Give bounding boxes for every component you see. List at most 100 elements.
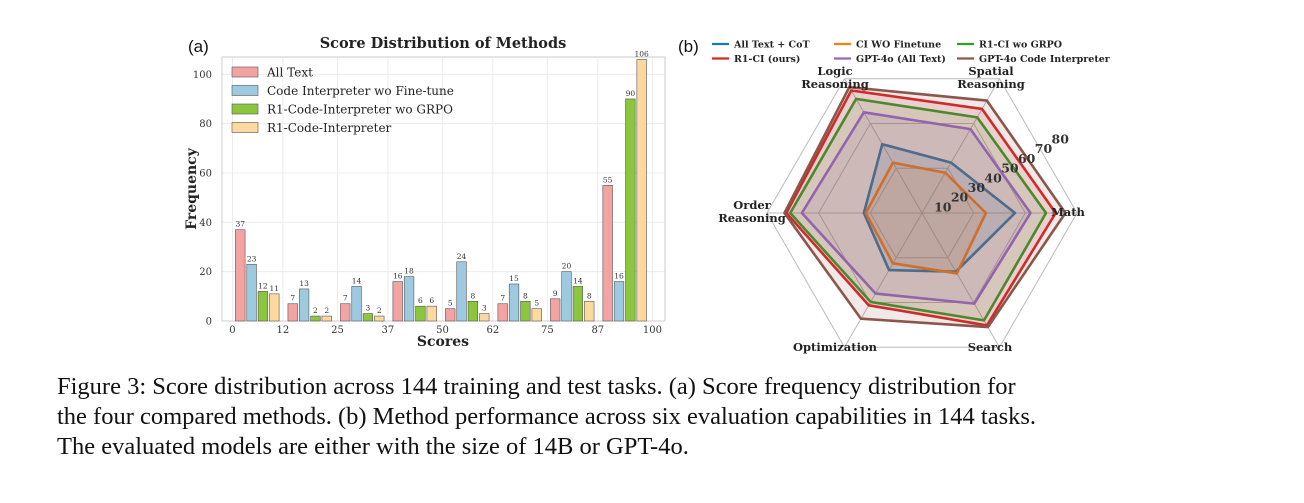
bar-xlabel: Scores [417, 334, 469, 350]
bar [362, 313, 374, 322]
bar-xtick-label: 12 [277, 325, 290, 336]
panel-a-label: (a) [188, 37, 209, 56]
radar-rtick-label: 70 [1035, 141, 1053, 156]
bar-ytick-label: 100 [193, 70, 212, 81]
bar-data-label: 11 [270, 284, 280, 293]
bar [508, 283, 520, 322]
bar-xtick-label: 62 [486, 325, 499, 336]
bar-data-label: 6 [418, 296, 423, 305]
radar-axis-label-line: Order [733, 198, 771, 212]
radar-rtick-label: 10 [934, 199, 952, 214]
radar-series-polygon [785, 89, 1057, 327]
bar-data-label: 7 [500, 294, 505, 303]
bar-data-label: 106 [635, 49, 650, 58]
bar-data-label: 7 [290, 294, 295, 303]
bar [257, 291, 269, 322]
bar [235, 229, 246, 322]
radar-legend-label: CI WO Finetune [856, 40, 941, 51]
radar-rtick-label: 60 [1018, 151, 1036, 166]
bar-legend-swatch [231, 66, 259, 78]
bar-data-label: 3 [482, 304, 487, 313]
bar-data-label: 6 [429, 296, 434, 305]
bar-chart-title: Score Distribution of Methods [320, 35, 567, 52]
bar-xtick-label: 50 [436, 325, 449, 336]
bar-legend-label: All Text [266, 66, 313, 80]
bar-xtick-label: 87 [591, 325, 604, 336]
bar [374, 315, 385, 322]
bar [415, 305, 426, 322]
caption-line: Figure 3: Score distribution across 144 … [57, 373, 1016, 400]
bar [467, 300, 479, 322]
radar-axis-label: Logic Reasoning [801, 64, 869, 91]
radar-spoke [844, 212, 923, 348]
bar [561, 271, 572, 322]
radar-series-polygon [862, 142, 1017, 274]
bar [531, 308, 542, 322]
bar [298, 288, 310, 322]
radar-legend: All Text + CoT CI WO Finetune R1-CI wo GRP… [712, 40, 1111, 65]
bar-data-label: 13 [299, 279, 309, 288]
bar-data-label: 8 [471, 291, 476, 300]
bar [636, 59, 647, 322]
bar [550, 298, 561, 322]
bar-data-label: 16 [393, 272, 403, 281]
radar-axis-label-line: Search [968, 340, 1013, 354]
radar-axis-label: Search [968, 340, 1013, 354]
radar-axis-label: Optimization [793, 340, 878, 354]
bar-data-label: 9 [553, 289, 558, 298]
bar-data-label: 24 [457, 252, 467, 261]
caption-line: the four compared methods. (b) Method pe… [57, 403, 1037, 430]
bar-data-label: 14 [352, 276, 362, 285]
radar-axis-label-line: Optimization [793, 340, 878, 354]
bar-data-label: 18 [404, 267, 414, 276]
radar-axis-label-line: Reasoning [957, 77, 1025, 91]
bar-xtick-label: 37 [381, 325, 394, 336]
radar-rtick-label: 80 [1052, 132, 1070, 147]
bar-legend-swatch [231, 103, 259, 115]
bar-legend-label: Code Interpreter wo Fine-tune [267, 84, 454, 98]
bar-plot-frame [221, 56, 666, 322]
bar-data-label: 14 [573, 276, 583, 285]
radar-axis-label: Order Reasoning [718, 198, 786, 225]
bar-xtick-label: 0 [229, 325, 235, 336]
radar-series-polygon [783, 85, 1067, 329]
bar-data-label: 37 [235, 220, 245, 229]
radar-axis-label: Spatial Reasoning [957, 64, 1025, 91]
bar [321, 315, 332, 322]
radar-rtick-label: 30 [968, 180, 986, 195]
bar-data-label: 5 [534, 299, 539, 308]
bar-ytick-label: 40 [199, 218, 212, 229]
radar-axis-label-line: Reasoning [718, 211, 786, 225]
bar-data-label: 2 [377, 306, 382, 315]
bar-ytick-label: 60 [199, 168, 212, 179]
bar-xtick-label: 75 [541, 325, 554, 336]
bar [287, 303, 298, 322]
radar-legend-label: R1-CI (ours) [734, 54, 800, 65]
bar [479, 313, 490, 322]
bar-data-label: 8 [587, 291, 592, 300]
bar-xtick-label: 25 [331, 325, 344, 336]
bar [269, 293, 280, 322]
bar-legend-swatch [231, 122, 259, 133]
radar-rtick-label: 20 [951, 190, 969, 205]
radar-axis-label-line: Logic [817, 64, 852, 78]
bar-legend-label: R1-Code-Interpreter wo GRPO [267, 103, 453, 117]
bar-ytick-label: 0 [206, 317, 212, 328]
bar [403, 276, 415, 322]
bar [602, 184, 613, 322]
radar-grid [766, 78, 1078, 348]
caption-line: The evaluated models are either with the… [57, 433, 689, 460]
bar-grid [222, 57, 665, 322]
bar [520, 300, 531, 322]
radar-series-polygon [864, 161, 988, 275]
bar [497, 303, 508, 322]
radar-legend-label: All Text + CoT [733, 40, 810, 51]
bar [340, 303, 351, 322]
radar-rtick-label: 40 [984, 170, 1002, 185]
radar-rtick-label: 50 [1001, 161, 1019, 176]
